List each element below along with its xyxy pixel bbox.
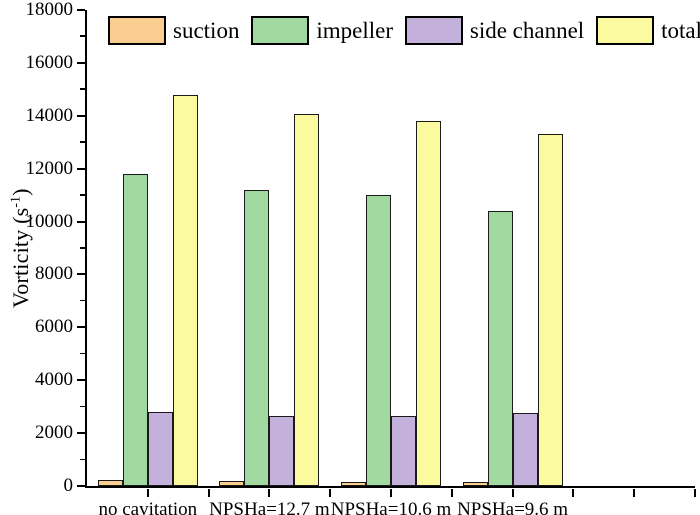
x-tick bbox=[694, 489, 696, 497]
y-tick-label: 14000 bbox=[25, 104, 74, 126]
legend-entry-suction: suction bbox=[108, 16, 239, 45]
y-major-tick bbox=[77, 432, 85, 435]
y-tick-label: 12000 bbox=[25, 157, 74, 179]
y-minor-tick bbox=[80, 194, 85, 196]
y-axis-title-text: Vorticity (s-1) bbox=[8, 188, 34, 308]
bar-suction-1 bbox=[97, 480, 123, 486]
x-category-label: NPSHa=10.6 m bbox=[330, 499, 452, 515]
y-minor-tick bbox=[80, 141, 85, 143]
bar-suction-4 bbox=[462, 481, 488, 486]
x-category-label: NPSHa=9.6 m bbox=[457, 499, 569, 515]
bar-total-1 bbox=[172, 94, 198, 486]
x-category-label: NPSHa=12.7 m bbox=[209, 499, 330, 515]
x-tick bbox=[268, 489, 271, 497]
bar-impeller-2 bbox=[244, 189, 270, 486]
y-major-tick bbox=[77, 273, 85, 276]
y-major-tick bbox=[77, 220, 85, 223]
y-minor-tick bbox=[80, 299, 85, 302]
bar-side-channel-3 bbox=[391, 415, 416, 486]
y-major-tick bbox=[77, 9, 85, 11]
legend-label: side channel bbox=[469, 18, 585, 43]
y-tick-label: 10000 bbox=[25, 210, 74, 232]
x-tick bbox=[146, 489, 149, 497]
y-tick-label: 6000 bbox=[35, 316, 73, 338]
bar-impeller-1 bbox=[122, 173, 148, 486]
y-tick-label: 16000 bbox=[25, 51, 74, 73]
x-tick bbox=[511, 489, 514, 497]
y-tick-label: 2000 bbox=[35, 422, 73, 444]
y-tick-label: 4000 bbox=[35, 369, 73, 391]
legend-label: impeller bbox=[316, 18, 393, 43]
x-tick bbox=[572, 489, 575, 497]
x-tick bbox=[329, 489, 332, 497]
legend-entry-total: total bbox=[596, 16, 700, 45]
y-tick-label: 0 bbox=[63, 475, 74, 496]
legend-entry-side-channel: side channel bbox=[404, 16, 585, 45]
x-tick bbox=[450, 489, 453, 497]
bar-total-2 bbox=[294, 114, 320, 486]
y-minor-tick bbox=[80, 458, 85, 461]
y-major-tick bbox=[77, 326, 85, 329]
x-tick bbox=[390, 489, 392, 497]
y-major-tick bbox=[77, 167, 85, 170]
x-tick bbox=[633, 489, 636, 497]
legend-label: suction bbox=[173, 18, 240, 43]
y-major-tick bbox=[77, 114, 85, 117]
y-minor-tick bbox=[80, 405, 85, 408]
bar-total-3 bbox=[416, 121, 441, 486]
x-category-label: no cavitation bbox=[98, 499, 198, 515]
y-minor-tick bbox=[80, 88, 85, 90]
y-tick-label: 8000 bbox=[35, 263, 73, 285]
legend-label: total bbox=[661, 18, 700, 43]
y-axis-title-suffix: ) bbox=[8, 188, 34, 196]
bar-suction-3 bbox=[341, 481, 366, 486]
bar-impeller-3 bbox=[366, 195, 391, 486]
y-tick-label: 18000 bbox=[25, 0, 74, 20]
bar-side-channel-4 bbox=[512, 413, 538, 486]
bar-side-channel-2 bbox=[269, 415, 295, 486]
legend: suction impeller side channel total bbox=[108, 16, 700, 45]
x-tick bbox=[207, 489, 210, 497]
legend-swatch bbox=[596, 16, 655, 45]
plot-area: suction impeller side channel total 0 2000 40… bbox=[26, 0, 700, 515]
bar-total-4 bbox=[537, 134, 563, 486]
y-major-tick bbox=[77, 379, 85, 382]
bar-side-channel-1 bbox=[147, 411, 173, 486]
legend-swatch bbox=[108, 16, 166, 45]
legend-swatch bbox=[404, 16, 463, 45]
y-minor-tick bbox=[80, 352, 85, 355]
legend-entry-impeller: impeller bbox=[251, 16, 393, 45]
bar-suction-2 bbox=[219, 480, 245, 486]
y-minor-tick bbox=[80, 247, 85, 249]
y-major-tick bbox=[77, 61, 85, 64]
bar-impeller-4 bbox=[487, 210, 513, 486]
legend-swatch bbox=[251, 16, 310, 45]
y-minor-tick bbox=[80, 35, 85, 38]
y-axis-title-superscript: -1 bbox=[7, 195, 23, 208]
y-major-tick bbox=[77, 485, 85, 487]
